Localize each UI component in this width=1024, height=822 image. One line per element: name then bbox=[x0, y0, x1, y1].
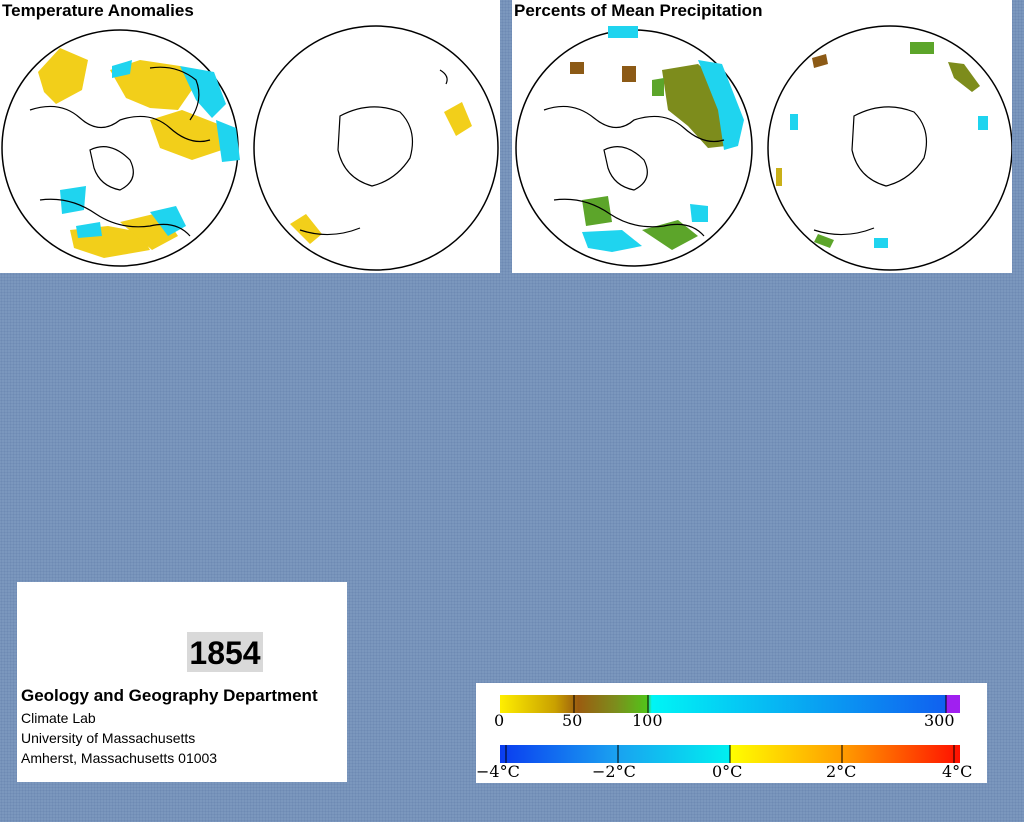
precipitation-map-panel: Percents of Mean Precipitation bbox=[512, 0, 1012, 273]
southern-hemisphere-precip bbox=[767, 25, 1012, 271]
color-legend: 0 50 100 300 −4°C −2°C 0°C 2°C 4°C bbox=[476, 683, 987, 783]
northern-hemisphere-temp bbox=[1, 29, 240, 267]
temperature-map-panel: Temperature Anomalies bbox=[0, 0, 500, 273]
university-name: University of Massachusetts bbox=[21, 730, 196, 746]
northern-hemisphere-precip bbox=[515, 26, 753, 267]
info-box: 1854 Geology and Geography Department Cl… bbox=[17, 582, 347, 782]
temperature-panel-title: Temperature Anomalies bbox=[0, 0, 196, 22]
precipitation-panel-title: Percents of Mean Precipitation bbox=[512, 0, 765, 22]
temp-tick-minus2: −2°C bbox=[592, 762, 636, 781]
precip-tick-50: 50 bbox=[562, 711, 583, 730]
temp-tick-2: 2°C bbox=[826, 762, 857, 781]
precipitation-colorbar bbox=[500, 695, 960, 713]
department-name: Geology and Geography Department bbox=[21, 686, 318, 705]
temp-tick-4: 4°C bbox=[942, 762, 973, 781]
precip-tick-300: 300 bbox=[924, 711, 955, 730]
temp-tick-minus4: −4°C bbox=[476, 762, 520, 781]
lab-name: Climate Lab bbox=[21, 710, 96, 726]
temp-tick-0: 0°C bbox=[712, 762, 743, 781]
precip-tick-0: 0 bbox=[494, 711, 505, 730]
precip-tick-100: 100 bbox=[632, 711, 663, 730]
legend-colorbars bbox=[500, 695, 960, 763]
temperature-hemisphere-maps bbox=[1, 25, 499, 271]
year-label: 1854 bbox=[187, 632, 263, 672]
address: Amherst, Massachusetts 01003 bbox=[21, 750, 218, 766]
southern-hemisphere-temp bbox=[253, 25, 499, 271]
precipitation-hemisphere-maps bbox=[515, 25, 1012, 271]
